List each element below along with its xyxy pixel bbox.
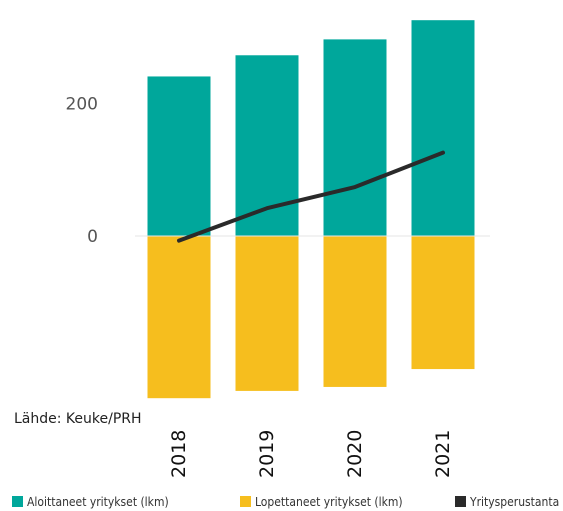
line-series: [177, 150, 445, 243]
legend: Aloittaneet yritykset (lkm) Lopettaneet y…: [12, 495, 559, 509]
bar: [411, 20, 475, 236]
x-tick-label: 2019: [256, 430, 278, 478]
legend-item: Lopettaneet yritykset (lkm): [240, 495, 403, 509]
legend-item: Aloittaneet yritykset (lkm): [12, 495, 169, 509]
legend-label: Lopettaneet yritykset (lkm): [255, 495, 403, 509]
x-tick-label: 2018: [168, 430, 190, 478]
y-tick-label: 200: [66, 95, 98, 115]
bar: [323, 236, 387, 387]
bar: [147, 236, 211, 399]
legend-label: Aloittaneet yritykset (lkm): [27, 495, 169, 509]
source-note: Lähde: Keuke/PRH: [14, 411, 142, 427]
bar: [235, 236, 299, 391]
bar: [147, 76, 211, 236]
bars: [135, 20, 490, 399]
bar: [323, 39, 387, 236]
y-axis: 0 200: [66, 95, 98, 247]
x-tick-label: 2021: [432, 430, 454, 478]
legend-swatch: [12, 496, 23, 507]
legend-label: Yritysperustanta: [469, 495, 559, 509]
y-tick-label: 0: [87, 227, 98, 247]
line-series-path: [177, 150, 445, 243]
legend-item: Yritysperustanta: [455, 495, 559, 509]
legend-swatch: [455, 496, 466, 507]
x-tick-label: 2020: [344, 430, 366, 478]
legend-swatch: [240, 496, 251, 507]
bar: [411, 236, 475, 370]
bar: [235, 55, 299, 236]
x-axis: 2018 2019 2020 2021: [168, 430, 454, 478]
